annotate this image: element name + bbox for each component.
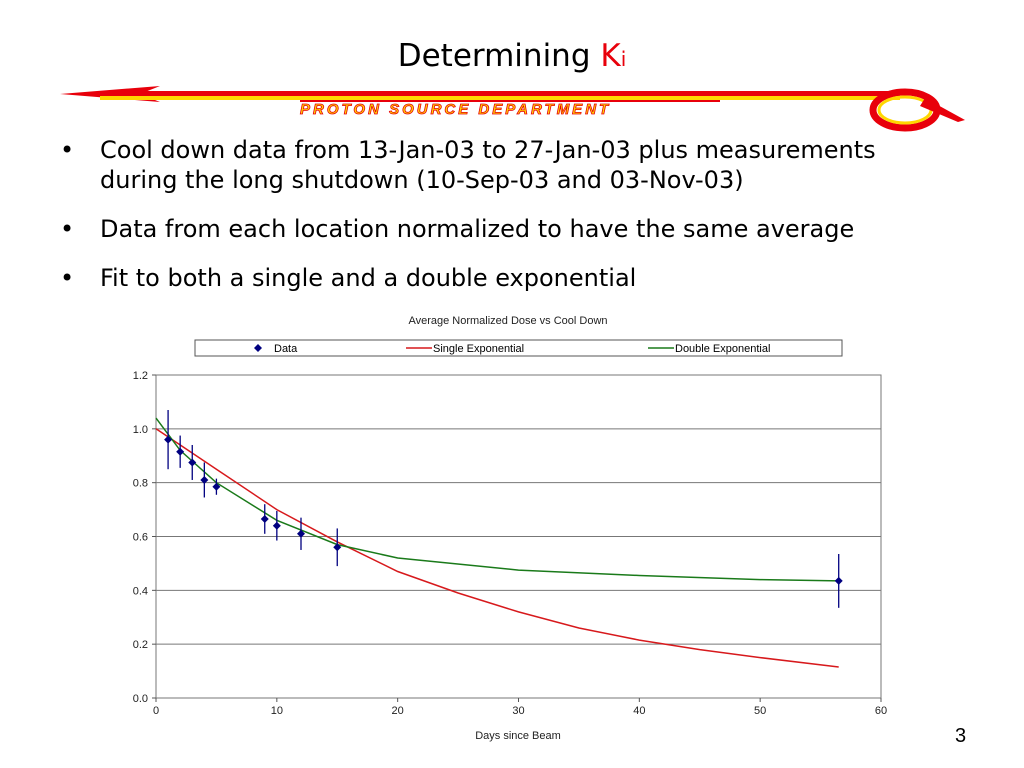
bullet-item: • Cool down data from 13-Jan-03 to 27-Jan… xyxy=(60,135,960,195)
bullet-dot: • xyxy=(60,215,75,243)
x-tick-label: 10 xyxy=(271,705,283,717)
bullet-dot: • xyxy=(60,136,75,164)
slide-title-text: Determining xyxy=(397,38,601,74)
bullet-text: Cool down data from 13-Jan-03 to 27-Jan-… xyxy=(100,136,876,194)
legend-single-label: Single Exponential xyxy=(433,343,524,355)
bullet-dot: • xyxy=(60,264,75,292)
banner-line-yellow xyxy=(100,96,900,100)
banner-line-red xyxy=(100,91,900,96)
y-tick-label: 0.0 xyxy=(133,693,148,705)
x-tick-label: 30 xyxy=(512,705,524,717)
banner-logo-tail xyxy=(920,98,965,122)
x-tick-label: 50 xyxy=(754,705,766,717)
dose-chart: Average Normalized Dose vs Cool Down Dat… xyxy=(133,315,887,742)
chart-title: Average Normalized Dose vs Cool Down xyxy=(408,315,607,327)
x-tick-label: 20 xyxy=(392,705,404,717)
chart-axes: 0.0 0.2 0.4 0.6 0.8 1.0 1.2 0 10 20 30 40 50 60 xyxy=(133,370,887,717)
page-number: 3 xyxy=(955,725,967,747)
series-line-double-exponential xyxy=(155,417,839,582)
legend-data-label: Data xyxy=(274,343,298,355)
legend-double-label: Double Exponential xyxy=(675,343,770,355)
data-point xyxy=(188,458,197,467)
bullet-item: • Data from each location normalized to h… xyxy=(60,214,960,244)
slide-title-subscript: i xyxy=(620,47,627,71)
data-point xyxy=(272,521,281,530)
banner-text: PROTON SOURCE DEPARTMENT xyxy=(300,101,611,118)
department-banner: PROTON SOURCE DEPARTMENT xyxy=(60,86,965,132)
bullet-item: • Fit to both a single and a double expon… xyxy=(60,263,960,293)
data-point xyxy=(297,529,305,538)
chart-grid xyxy=(155,374,882,699)
bullet-list: • Cool down data from 13-Jan-03 to 27-Jan… xyxy=(60,135,960,312)
banner-line-red-2 xyxy=(300,100,720,102)
data-point xyxy=(176,447,185,456)
y-tick-label: 0.2 xyxy=(133,639,148,651)
x-tick-label: 60 xyxy=(875,705,887,717)
data-point xyxy=(200,475,209,484)
y-tick-label: 1.2 xyxy=(133,370,148,382)
slide-title: Determining Ki xyxy=(0,36,1024,79)
chart-series xyxy=(155,409,843,668)
bullet-text: Fit to both a single and a double expone… xyxy=(100,264,637,292)
y-tick-label: 0.4 xyxy=(133,585,148,597)
bullet-text: Data from each location normalized to ha… xyxy=(100,215,855,243)
y-tick-label: 0.6 xyxy=(133,532,148,544)
x-axis-label: Days since Beam xyxy=(475,730,561,742)
x-tick-label: 0 xyxy=(153,705,159,717)
data-point xyxy=(164,435,173,444)
y-tick-label: 0.8 xyxy=(133,478,148,490)
data-point xyxy=(333,543,342,552)
chart-legend: Data Single Exponential Double Exponenti… xyxy=(194,339,843,357)
legend-box xyxy=(194,339,843,357)
x-tick-label: 40 xyxy=(633,705,645,717)
y-tick-label: 1.0 xyxy=(133,424,148,436)
series-line-single-exponential xyxy=(155,428,839,668)
data-point xyxy=(834,576,843,585)
data-point xyxy=(260,515,269,524)
legend-data-marker xyxy=(254,344,262,352)
slide-title-k: K xyxy=(600,38,621,74)
data-point xyxy=(212,482,221,491)
